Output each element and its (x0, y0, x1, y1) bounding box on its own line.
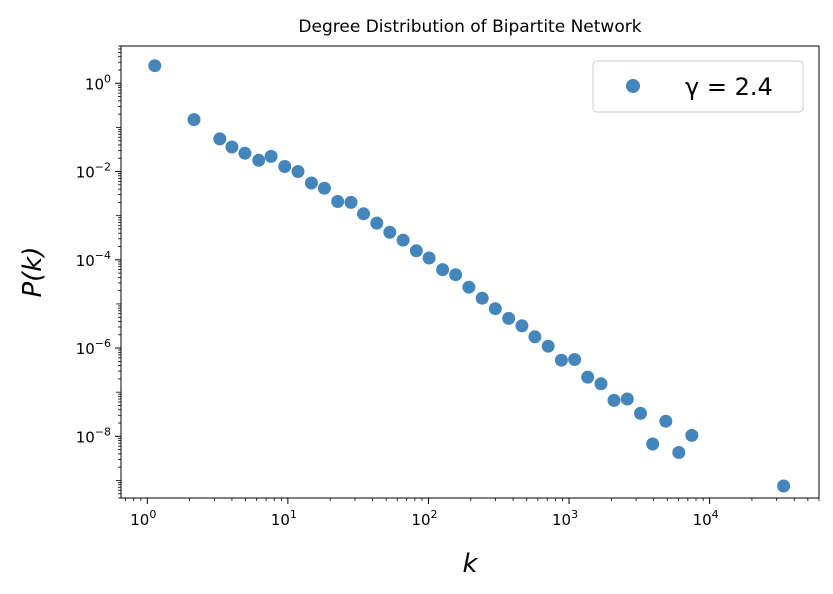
data-point (252, 153, 266, 167)
data-point (777, 479, 791, 493)
data-point (238, 146, 252, 160)
data-points (148, 59, 791, 493)
data-point (370, 216, 384, 230)
y-tick-label: 10−8 (76, 425, 111, 446)
data-point (317, 181, 331, 195)
data-point (148, 59, 162, 73)
data-point (331, 195, 345, 208)
data-point (409, 244, 423, 258)
y-tick-label: 100 (85, 72, 111, 93)
data-point (357, 207, 370, 221)
data-point (594, 377, 608, 391)
data-point (213, 132, 227, 146)
data-point (659, 414, 673, 428)
data-point (475, 291, 489, 305)
data-point (264, 149, 278, 163)
x-tick-label: 102 (411, 508, 437, 529)
data-point (502, 311, 516, 325)
x-tick-label: 101 (271, 508, 297, 529)
chart-title: Degree Distribution of Bipartite Network (298, 17, 641, 37)
data-point (620, 392, 634, 406)
data-point (515, 319, 529, 333)
data-point (462, 280, 476, 294)
data-point (488, 302, 502, 316)
data-point (634, 406, 647, 420)
legend-marker (626, 79, 640, 93)
data-point (672, 446, 686, 459)
data-point (554, 353, 568, 367)
x-axis: 100 101 102 103 104 (125, 498, 820, 529)
x-axis-label: k (462, 549, 478, 579)
y-tick-label: 10−4 (76, 249, 111, 270)
data-point (422, 251, 436, 265)
y-axis-label: P(k) (18, 246, 48, 297)
legend-label: γ = 2.4 (685, 73, 773, 101)
data-point (541, 339, 555, 353)
data-point (528, 330, 542, 344)
data-point (685, 428, 699, 442)
data-point (568, 353, 582, 366)
data-point (304, 176, 318, 190)
y-tick-label: 10−2 (76, 161, 111, 182)
data-point (278, 160, 292, 173)
legend: γ = 2.4 (592, 60, 804, 113)
data-point (396, 233, 410, 247)
data-point (436, 263, 450, 277)
x-tick-label: 104 (693, 508, 719, 529)
data-point (646, 437, 660, 451)
data-point (187, 113, 201, 127)
legend-box (592, 60, 804, 113)
data-point (607, 393, 621, 407)
data-point (581, 370, 595, 384)
data-point (344, 195, 358, 209)
data-point (449, 268, 463, 282)
data-point (291, 165, 305, 178)
x-tick-label: 100 (130, 508, 156, 529)
data-point (383, 225, 397, 239)
data-point (225, 140, 239, 154)
y-tick-label: 10−6 (76, 337, 111, 358)
x-tick-label: 103 (552, 508, 578, 529)
y-axis: 100 10−2 10−4 10−6 10−8 (76, 45, 121, 499)
plot-frame (120, 45, 820, 499)
